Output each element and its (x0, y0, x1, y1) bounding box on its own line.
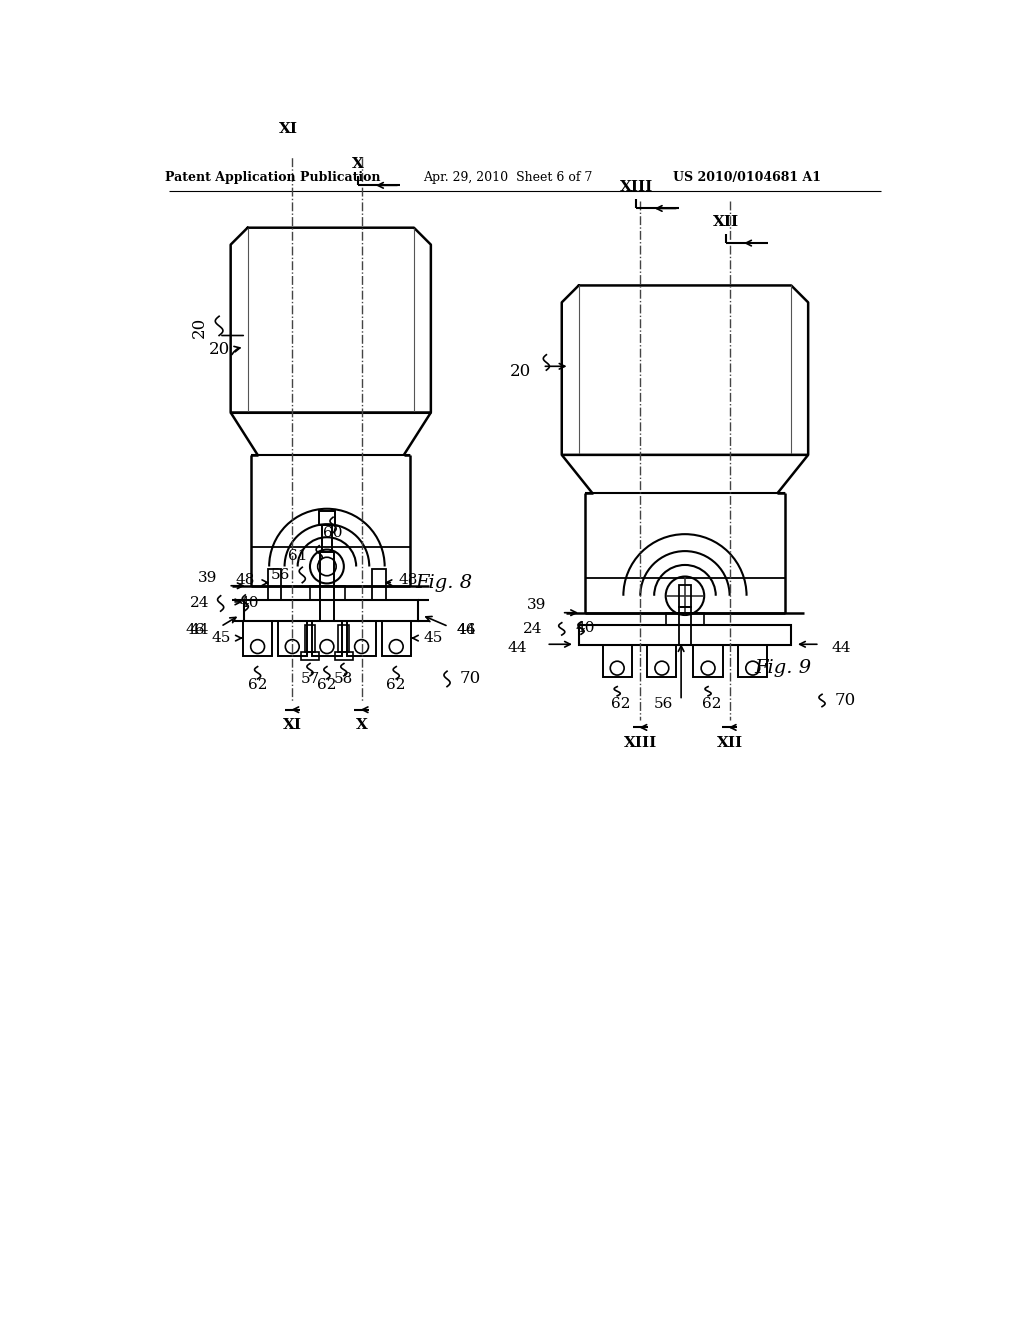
Text: X: X (355, 718, 368, 733)
Bar (243, 622, 272, 656)
Bar (323, 525, 332, 552)
Text: 62: 62 (248, 678, 267, 692)
Bar (666, 612, 705, 626)
Bar (267, 569, 282, 599)
Text: US 2010/0104681 A1: US 2010/0104681 A1 (673, 172, 820, 185)
Bar (244, 599, 418, 622)
Bar (602, 645, 632, 677)
Text: 24: 24 (189, 597, 209, 610)
Text: 61: 61 (288, 549, 307, 562)
Text: 58: 58 (334, 672, 353, 686)
Bar (347, 622, 376, 656)
Text: XII: XII (717, 735, 742, 750)
Text: 44: 44 (508, 642, 527, 655)
Text: 45: 45 (423, 631, 442, 645)
Text: 39: 39 (527, 598, 547, 612)
Bar (319, 552, 334, 622)
Text: 20: 20 (190, 317, 208, 338)
Bar (310, 586, 345, 599)
Text: Fig. 8: Fig. 8 (416, 574, 473, 591)
Text: 70: 70 (460, 671, 481, 688)
Text: 56: 56 (270, 568, 290, 582)
Text: 70: 70 (836, 692, 856, 709)
Bar (373, 569, 386, 599)
Bar (278, 622, 307, 656)
Text: 46: 46 (185, 623, 205, 638)
Text: X: X (352, 157, 364, 170)
Text: 44: 44 (831, 642, 851, 655)
Text: XII: XII (713, 215, 739, 228)
Text: 20: 20 (209, 341, 229, 358)
Text: 44: 44 (457, 623, 476, 638)
Bar (738, 645, 767, 677)
Text: 24: 24 (523, 622, 543, 636)
Bar (693, 645, 723, 677)
Text: Fig. 9: Fig. 9 (755, 659, 811, 677)
Text: XIII: XIII (624, 735, 657, 750)
Bar (679, 607, 691, 645)
Text: 46: 46 (457, 623, 476, 638)
Text: Apr. 29, 2010  Sheet 6 of 7: Apr. 29, 2010 Sheet 6 of 7 (423, 172, 593, 185)
Text: 39: 39 (198, 572, 217, 585)
Bar (647, 645, 677, 677)
Text: 40: 40 (240, 595, 259, 610)
Bar (304, 626, 315, 652)
Bar (335, 652, 353, 660)
Bar (579, 626, 792, 645)
Bar (339, 626, 349, 652)
Text: 44: 44 (189, 623, 209, 638)
Text: 48: 48 (236, 573, 255, 587)
Bar (382, 622, 411, 656)
Text: XI: XI (279, 123, 298, 136)
Text: 57: 57 (300, 672, 319, 686)
Bar (319, 511, 335, 525)
Bar (312, 622, 342, 656)
Text: 62: 62 (386, 678, 406, 692)
Bar (301, 652, 319, 660)
Text: XI: XI (283, 718, 302, 733)
Text: 56: 56 (654, 697, 674, 711)
Text: 62: 62 (317, 678, 337, 692)
Text: 40: 40 (575, 622, 595, 635)
Text: 62: 62 (702, 697, 722, 711)
Text: Patent Application Publication: Patent Application Publication (165, 172, 381, 185)
Text: 48: 48 (398, 573, 418, 587)
Text: 20: 20 (510, 363, 531, 380)
Text: 45: 45 (211, 631, 230, 645)
Text: 62: 62 (611, 697, 631, 711)
Text: 60: 60 (323, 525, 343, 540)
Text: XIII: XIII (620, 180, 653, 194)
Bar (679, 585, 691, 607)
